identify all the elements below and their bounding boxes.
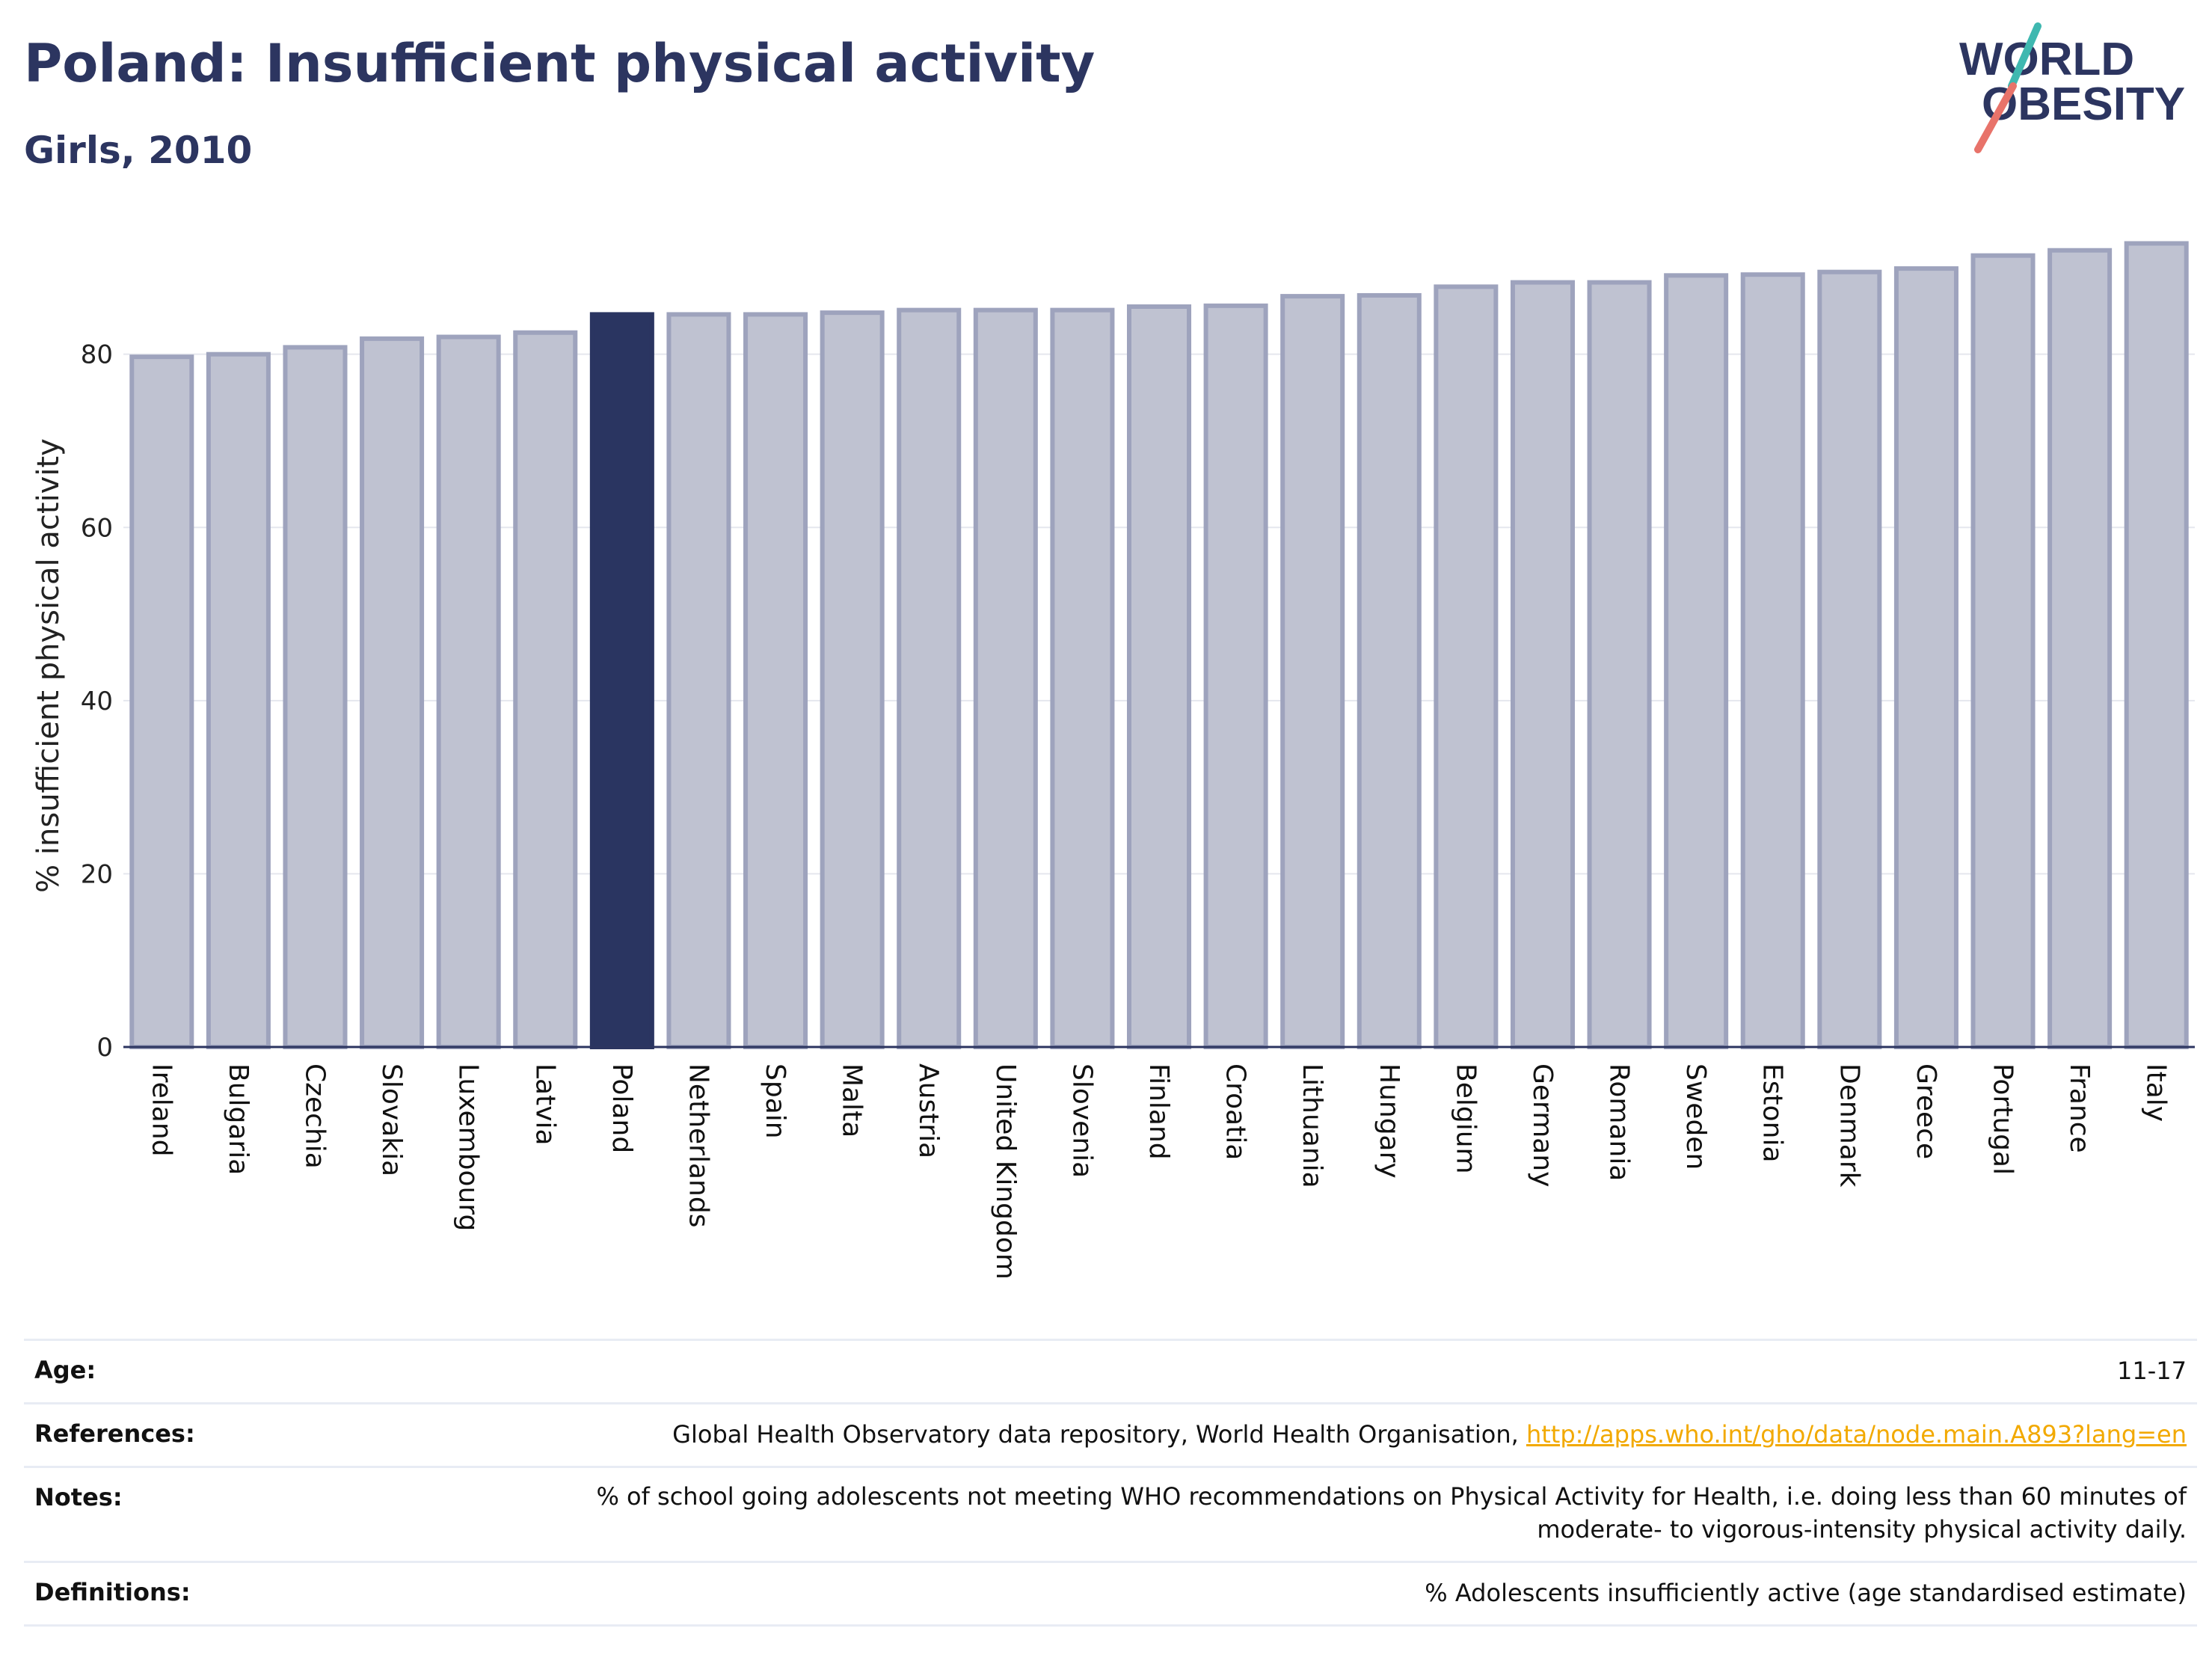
x-tick-label: Sweden [1680,1063,1711,1170]
bar-chart: 0 20 40 60 80 % insufficient physical activit… [31,241,2195,1280]
x-tick-label: Italy [2141,1063,2172,1122]
x-tick-label: Germany [1527,1063,1558,1187]
x-tick-label: Spain [760,1063,790,1139]
bar [820,310,885,1049]
bar [2124,241,2189,1050]
bar [360,336,425,1049]
x-tick-label: Hungary [1374,1063,1404,1179]
info-value-definitions: % Adolescents insufficiently active (age… [1425,1579,2187,1607]
bar [206,351,271,1049]
info-label-age: Age: [34,1356,96,1384]
info-label-definitions: Definitions: [34,1578,191,1606]
x-tick-label: Austria [913,1063,944,1158]
y-tick-label: 80 [81,340,113,370]
x-tick-label: Netherlands [683,1063,713,1227]
bar [1970,253,2036,1049]
x-tick-label: Ireland [146,1063,176,1157]
x-tick-label: Belgium [1450,1063,1481,1174]
x-tick-label: France [2064,1063,2095,1153]
info-value-age: 11-17 [2117,1357,2187,1385]
bar-highlight [589,312,654,1049]
x-tick-label: United Kingdom [990,1063,1021,1280]
bar [1203,303,1268,1049]
info-label-notes: Notes: [34,1483,123,1511]
x-tick-label: Slovakia [376,1063,407,1176]
chart-subtitle: Girls, 2010 [24,129,253,172]
bar [743,312,808,1049]
info-value-notes: % of school going adolescents not meetin… [24,1468,2197,1546]
logo-slash-red [1974,82,2017,153]
bar [1893,266,1958,1050]
bar [2047,248,2113,1050]
bar [897,307,962,1049]
info-row-notes: Notes: % of school going adolescents not… [24,1466,2197,1561]
y-tick-label: 0 [96,1033,113,1063]
x-tick-label: Poland [606,1063,637,1153]
notes-line-1: % of school going adolescents not meetin… [596,1482,2187,1511]
logo-slash-teal [2008,22,2042,90]
y-tick-label: 20 [81,859,113,889]
x-tick-label: Denmark [1834,1063,1864,1188]
bar [973,307,1038,1049]
bar [1510,280,1575,1050]
x-tick-label: Croatia [1220,1063,1251,1160]
info-table: Age: 11-17 References: Global Health Obs… [24,1339,2197,1627]
x-tick-label: Latvia [529,1063,560,1146]
y-axis-label: % insufficient physical activity [31,438,66,893]
x-tick-label: Lithuania [1297,1063,1327,1188]
x-tick-label: Greece [1911,1063,1941,1159]
x-tick-label: Portugal [1988,1063,2018,1175]
bar [1357,292,1422,1049]
bar [1050,307,1115,1049]
x-tick-label: Slovenia [1066,1063,1097,1178]
bar [1280,294,1345,1049]
bar [513,330,578,1050]
info-value-references: Global Health Observatory data repositor… [24,1404,2197,1451]
bar [1587,280,1652,1050]
x-tick-label: Romania [1604,1063,1635,1181]
bar [1664,273,1729,1049]
logo-word-world: WORLD [1959,34,2134,85]
bar [283,345,348,1049]
world-obesity-logo: WORLD OBESITY [1959,22,2185,153]
y-tick-label: 40 [81,687,113,716]
bar [1126,304,1192,1049]
x-tick-label: Finland [1143,1063,1174,1160]
bar [1817,269,1882,1049]
info-label-references: References: [34,1419,195,1448]
references-text: Global Health Observatory data repositor… [672,1420,1526,1449]
x-tick-label: Czechia [299,1063,330,1169]
y-tick-label: 60 [81,513,113,543]
references-link[interactable]: http://apps.who.int/gho/data/node.main.A… [1526,1420,2187,1449]
bar [666,312,731,1049]
info-row-references: References: Global Health Observatory da… [24,1402,2197,1466]
bar [129,354,194,1049]
x-tick-label: Luxembourg [453,1063,484,1231]
x-tick-label: Estonia [1757,1063,1788,1163]
info-row-age: Age: 11-17 [24,1339,2197,1402]
bar [436,334,501,1049]
x-tick-label: Malta [837,1063,867,1137]
bar [1434,284,1499,1049]
chart-title: Poland: Insufficient physical activity [24,33,1096,94]
bar [1740,272,1805,1050]
x-tick-label: Bulgaria [223,1063,254,1175]
notes-line-2: moderate- to vigorous-intensity physical… [1537,1515,2187,1544]
info-row-definitions: Definitions: % Adolescents insufficientl… [24,1561,2197,1627]
